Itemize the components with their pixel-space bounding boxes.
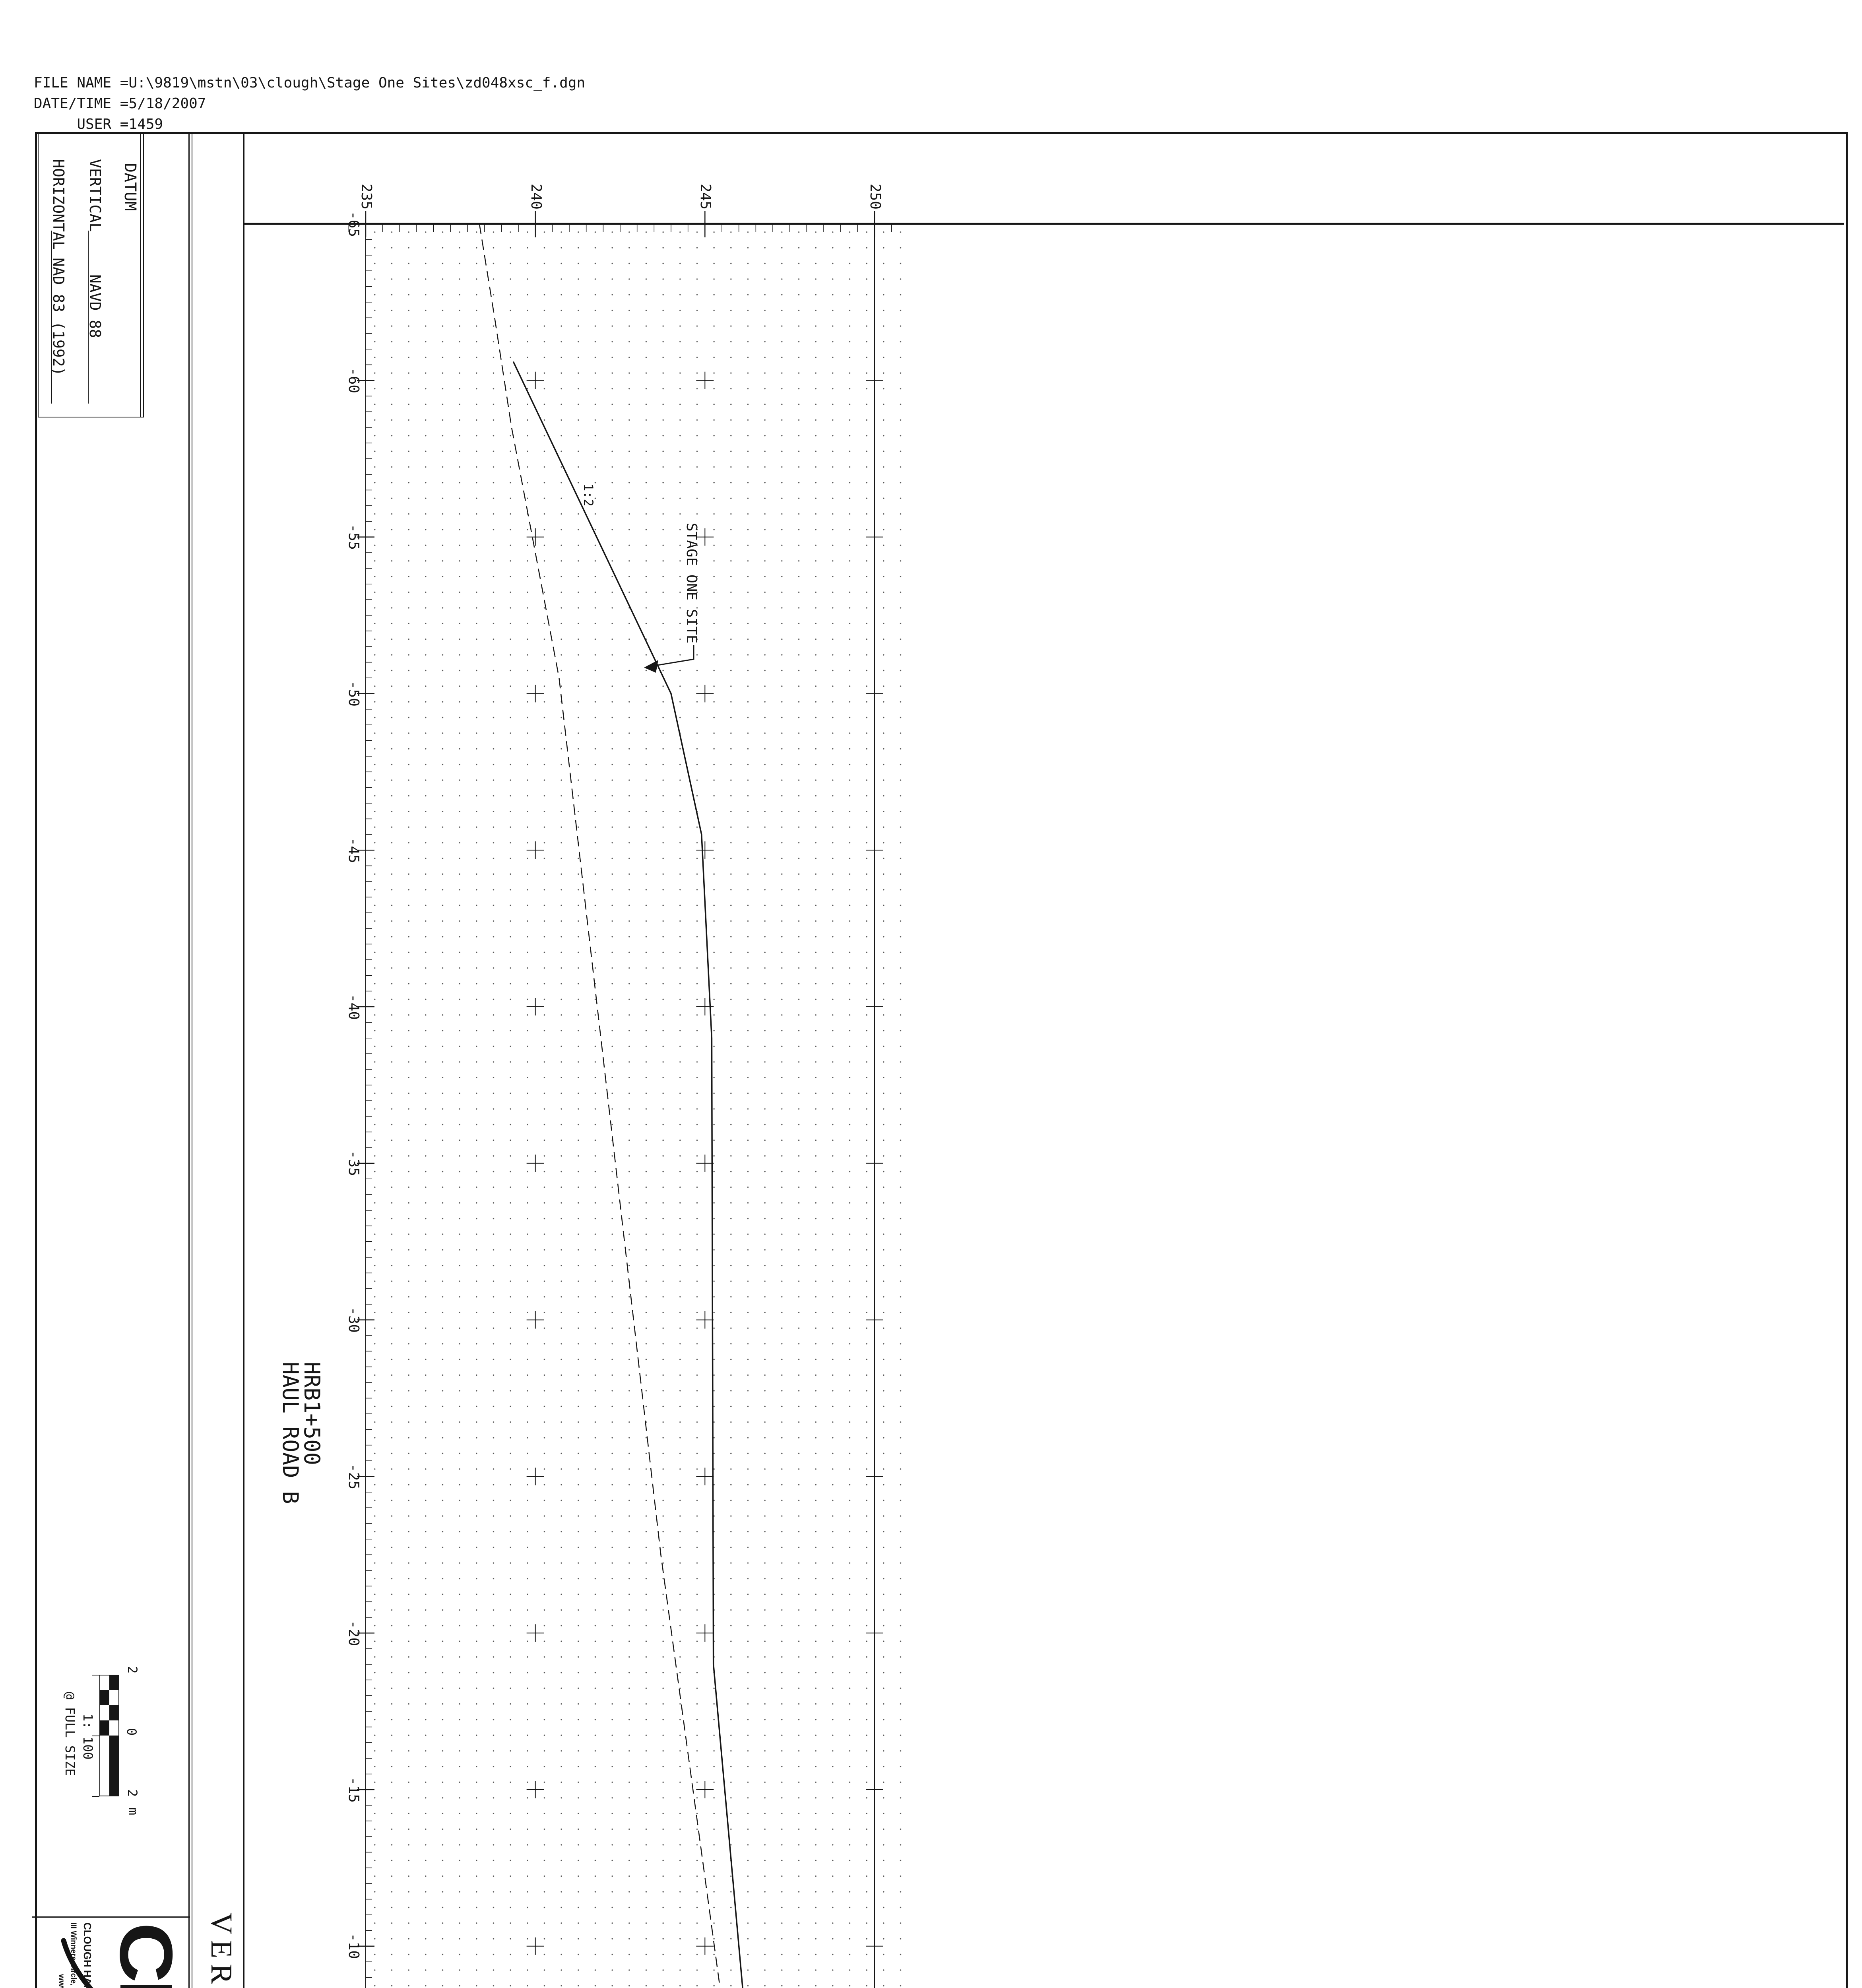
- offset-label--20: -20: [345, 1620, 362, 1646]
- offset-label--45: -45: [345, 837, 362, 863]
- offset-label--60: -60: [345, 367, 362, 394]
- slope-label: 1:2: [581, 483, 596, 507]
- scale-bar-cell: [109, 1675, 119, 1690]
- offset-label--35: -35: [345, 1150, 362, 1176]
- cha-logo-box: CHA © 2007 CLOUGH HARBOUR & ASSOCIATES L…: [32, 1916, 190, 1988]
- datum-horizontal-underline: [51, 231, 52, 404]
- datum-box: [38, 133, 144, 417]
- offset-label--25: -25: [345, 1464, 362, 1490]
- stamp-user: USER =1459: [34, 116, 163, 132]
- sheet-border: [35, 132, 1848, 1988]
- scale-bar-tick: [92, 1796, 99, 1797]
- cha-swoosh: [61, 1938, 190, 1988]
- drawing-element: [61, 1938, 190, 1988]
- title-strip-rule-outer: [188, 134, 190, 1988]
- stamp-date-time: DATE/TIME =5/18/2007: [34, 95, 206, 112]
- offset-label--30: -30: [345, 1307, 362, 1333]
- offset-label--10: -10: [345, 1933, 362, 1959]
- dot-grid: [366, 224, 910, 1988]
- scale-bar-label-3: m: [126, 1807, 141, 1815]
- scale-bar-cell: [109, 1705, 119, 1720]
- cha-name-line: CLOUGH HARBOUR & ASSOCIATES LLP: [81, 1922, 93, 1988]
- offset-label--50: -50: [345, 681, 362, 707]
- elev-label-top-250: 250: [867, 184, 883, 210]
- cha-logo-rotated: CHA © 2007 CLOUGH HARBOUR & ASSOCIATES L…: [32, 1918, 190, 1988]
- profile-existing-ground: [479, 223, 721, 1988]
- elev-label-top-240: 240: [528, 184, 544, 210]
- stage-one-site-label: STAGE ONE SITE: [683, 523, 700, 644]
- offset-label--55: -55: [345, 524, 362, 550]
- station-label-line1: HRB1+500: [299, 1362, 324, 1466]
- scale-bar-cell: [109, 1736, 119, 1796]
- scale-bar-cell: [99, 1720, 109, 1736]
- scale-fullsize-label: @ FULL SIZE: [62, 1692, 78, 1776]
- scale-bar-label-1: 0: [124, 1728, 139, 1736]
- profile-stage-one-site-design-: [512, 361, 743, 1988]
- offset-label--40: -40: [345, 994, 362, 1020]
- elev-label-top-235: 235: [358, 184, 374, 210]
- agency-title: VERMONT AGENCY OF TRANSPORTATION: [205, 1912, 238, 1988]
- offset-label--65: -65: [345, 211, 362, 237]
- stamp-file-name: FILE NAME =U:\9819\mstn\03\clough\Stage …: [34, 75, 586, 91]
- scale-bar-label-2: 2: [125, 1789, 140, 1797]
- leader-arrowhead: [644, 660, 658, 673]
- scale-bar-cell: [99, 1690, 109, 1705]
- elev-label-top-245: 245: [697, 184, 714, 210]
- datum-box-double-edge: [140, 133, 141, 417]
- station-label-line2: HAUL ROAD B: [278, 1362, 303, 1504]
- datum-vertical-underline: [88, 231, 89, 404]
- title-strip-rule-inner: [243, 134, 244, 1988]
- scale-bar-label-0: 2: [125, 1666, 140, 1674]
- scale-ratio-label: 1: 100: [80, 1714, 95, 1760]
- cha-url-line: www.cloughharbour.com: [56, 1974, 66, 1988]
- cha-address-line: III Winners Circle, PO Box 5269, Albany,…: [69, 1922, 78, 1988]
- offset-label--15: -15: [345, 1776, 362, 1803]
